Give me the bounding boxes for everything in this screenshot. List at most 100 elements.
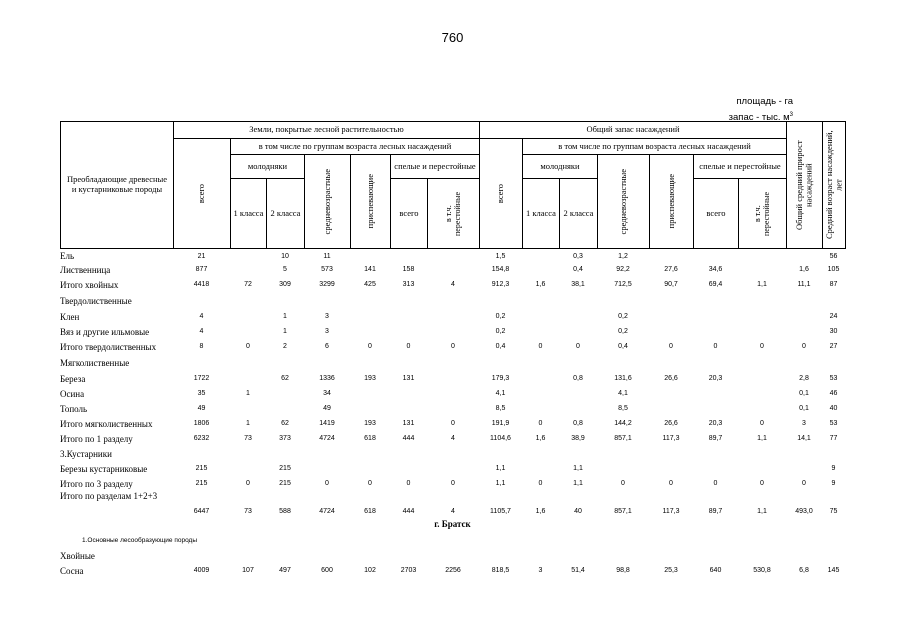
cell-value: 27 [829, 343, 838, 350]
cell-value: 0,2 [495, 328, 506, 335]
unit-area-label: площадь - га [736, 96, 793, 107]
page-number: 760 [441, 30, 464, 45]
row-label: Итого хвойных [60, 279, 119, 290]
cell-value: 9 [831, 480, 836, 487]
header-land-age-groups: в том числе по группам возраста лесных н… [230, 138, 480, 155]
section-heading: 3.Кустарники [60, 448, 112, 459]
header-stock-class1: 1 класса [522, 178, 560, 249]
cell-value: 11 [323, 252, 331, 260]
cell-value: 4 [199, 328, 204, 335]
cell-value: 89,7 [708, 508, 723, 515]
cell-value: 0 [576, 343, 580, 350]
cell-value [427, 371, 479, 386]
unit-stock-label: запас - тыс. м3 [728, 112, 793, 124]
header-stock-young: молодняки [522, 154, 598, 179]
cell-value: 313 [402, 281, 415, 288]
cell-value: 0 [451, 480, 455, 487]
cell-value [427, 262, 479, 277]
cell-value: 1,6 [535, 281, 546, 288]
cell-value: 0 [669, 480, 673, 487]
cell-value: 1,1 [757, 508, 767, 515]
cell-value: 193 [364, 420, 376, 427]
cell-value: 1,6 [799, 266, 809, 273]
cell-value [522, 401, 559, 416]
row-label: Береза [60, 373, 86, 384]
cell-value: 26,6 [664, 420, 678, 427]
cell-value: 26,6 [664, 375, 678, 382]
cell-value: 158 [402, 266, 415, 273]
cell-value [427, 250, 479, 262]
cell-value [350, 401, 390, 416]
row-label: Итого мягколиственных [60, 418, 153, 429]
cell-value: 1419 [319, 420, 335, 427]
table-row: Твердолиственные [60, 292, 845, 309]
cell-value [427, 386, 479, 401]
cell-value: 4724 [319, 508, 335, 515]
cell-value: 2256 [445, 567, 461, 574]
table-row: Хвойные [60, 548, 845, 563]
cell-value: 4 [451, 435, 455, 442]
cell-value [390, 386, 427, 401]
header-land-maturing: приспевающие [350, 154, 391, 249]
cell-value [559, 386, 597, 401]
cell-value: 4724 [319, 435, 335, 442]
header-land-group: Земли, покрытые лесной растительностью [173, 121, 480, 139]
cell-value: 154,8 [491, 266, 510, 273]
cell-value: 35 [197, 390, 206, 397]
cell-value: 38,9 [571, 435, 585, 442]
cell-value: 38,1 [571, 281, 585, 288]
city-heading: г. Братск [434, 519, 471, 529]
table-row: Вяз и другие ильмовые 4 1 3 0,2 0,2 30 [60, 324, 845, 339]
cell-value: 51,4 [571, 567, 585, 574]
table-row: Осина 35 1 34 4,1 4,1 0,1 46 [60, 386, 845, 401]
cell-value: 34,6 [708, 266, 723, 273]
cell-value: 53 [829, 375, 838, 382]
cell-value [350, 324, 390, 339]
cell-value: 62 [281, 420, 289, 427]
cell-value: 75 [829, 508, 838, 515]
cell-value: 62 [281, 375, 289, 382]
cell-value [649, 401, 693, 416]
cell-value [230, 324, 266, 339]
table-row: Итого по 1 разделу 6232 73 373 4724 618 444 4 11… [60, 431, 845, 446]
header-stock-mature: спелые и перестойные [693, 154, 787, 179]
table-row: Березы кустарниковые 215 215 1,1 1,1 9 [60, 461, 845, 476]
cell-value: 0 [538, 420, 543, 427]
cell-value: 618 [364, 435, 376, 442]
row-label: Итого по разделам 1+2+3 [60, 491, 158, 501]
cell-value [649, 309, 693, 324]
row-label: Тополь [60, 403, 88, 414]
cell-value: 0 [325, 480, 329, 487]
cell-value: 6,8 [799, 567, 809, 574]
header-land-class1: 1 класса [230, 178, 267, 249]
cell-value: 105 [827, 266, 840, 273]
header-avg-age: Средний возраст насаждений, лет [822, 121, 846, 249]
cell-value: 179,3 [491, 375, 510, 382]
table-header: Преобладающие древесные и кустарниковые … [60, 121, 846, 249]
table-row: Клен 4 1 3 0,2 0,2 24 [60, 309, 845, 324]
cell-value [693, 324, 738, 339]
cell-value [738, 386, 786, 401]
header-stock-class2: 2 класса [559, 178, 598, 249]
cell-value: 27,6 [664, 266, 678, 273]
cell-value: 877 [195, 266, 208, 273]
cell-value: 2,8 [799, 375, 809, 382]
cell-value: 0,1 [799, 390, 809, 397]
cell-value: 0,2 [495, 313, 506, 320]
cell-value: 49 [323, 405, 331, 412]
cell-value: 6 [325, 343, 329, 350]
header-avg-growth: Общий средний прирост насаждений [786, 121, 823, 249]
cell-value: 588 [279, 508, 291, 515]
cell-value: 131 [402, 420, 415, 427]
cell-value: 117,3 [662, 435, 680, 442]
cell-value: 3299 [319, 281, 335, 288]
cell-value [266, 401, 304, 416]
table-row: 1.Основные лесообразующие породы [60, 533, 845, 548]
cell-value: 0,3 [573, 252, 583, 260]
cell-value: 0,4 [573, 266, 583, 273]
cell-value: 0 [538, 343, 543, 350]
cell-value: 444 [402, 508, 415, 515]
table-row: Ель 21 10 11 1,5 0,3 1,2 56 [60, 250, 845, 262]
cell-value: 30 [829, 328, 838, 335]
cell-value [522, 324, 559, 339]
